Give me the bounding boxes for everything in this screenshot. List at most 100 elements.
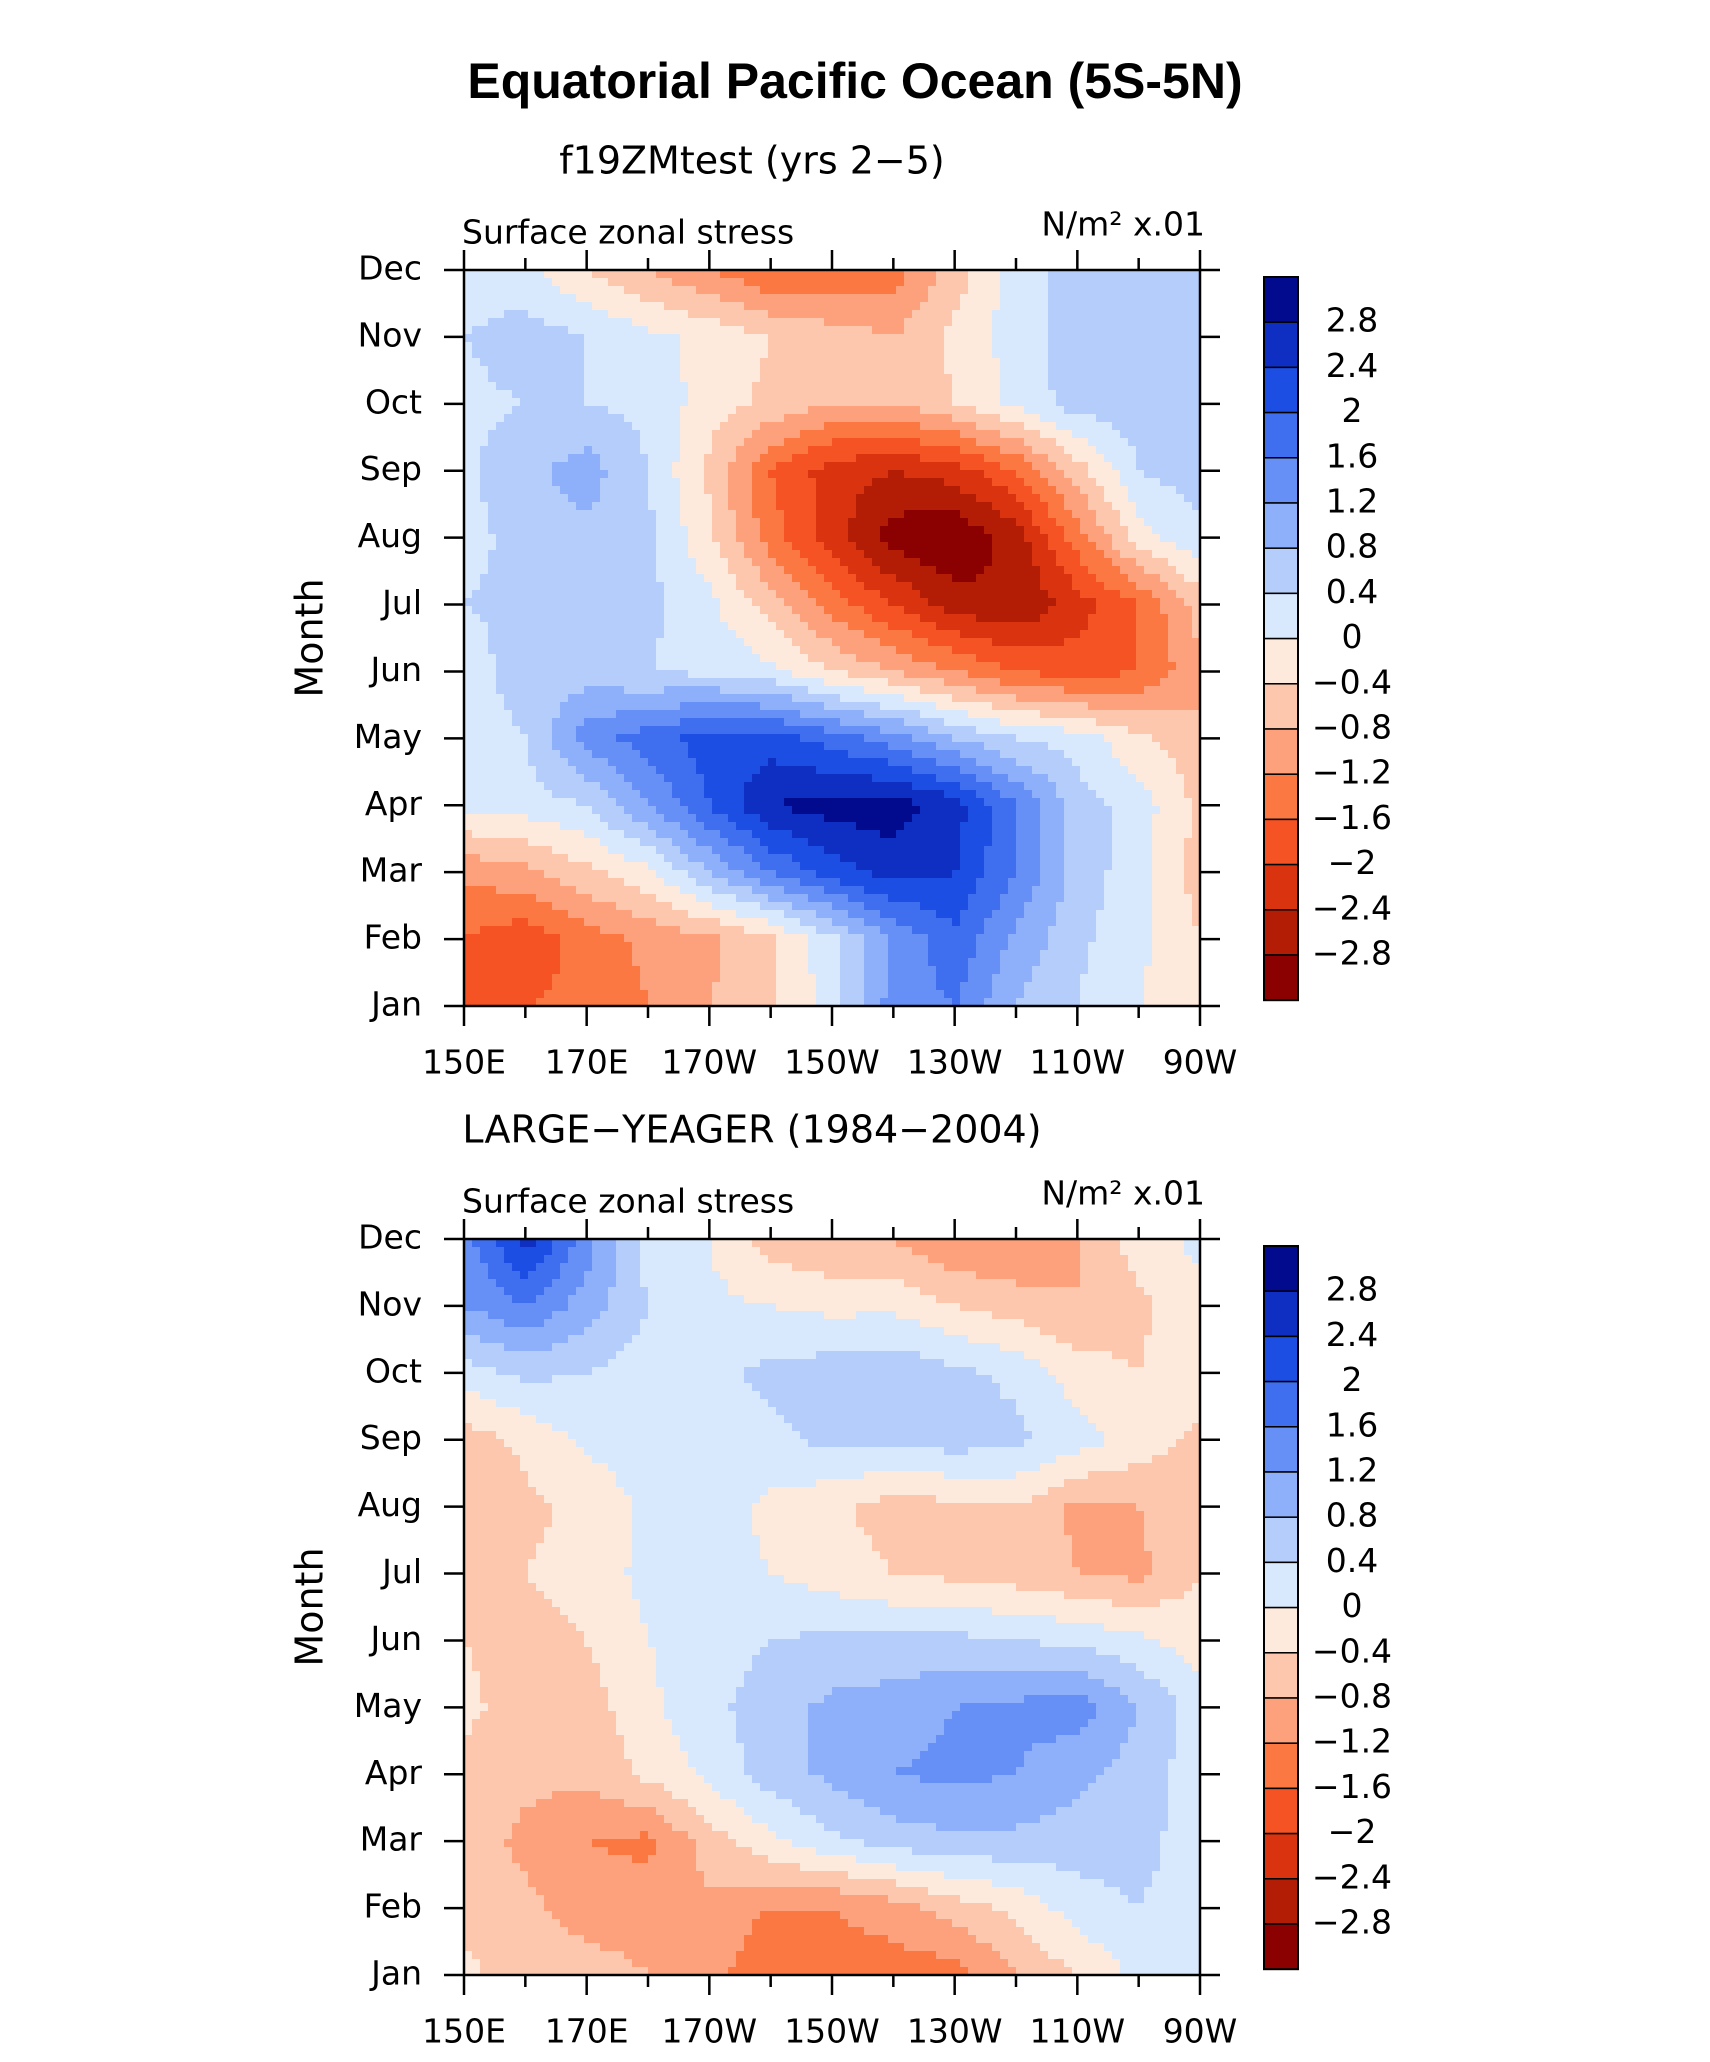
contour-cell [1040,406,1049,415]
contour-cell [616,390,625,399]
contour-cell [1128,390,1137,399]
contour-cell [728,422,737,431]
contour-cell [1128,414,1137,423]
contour-cell [624,350,633,359]
contour-cell [1144,374,1153,383]
contour-cell [472,438,481,447]
contour-cell [1056,302,1065,311]
contour-cell [944,414,953,423]
contour-cell [680,278,689,287]
contour-cell [1112,310,1121,319]
contour-cell [560,366,569,375]
contour-cell [1152,414,1161,423]
contour-cell [1176,302,1185,311]
contour-cell [552,366,561,375]
contour-cell [848,350,857,359]
contour-cell [688,414,697,423]
contour-cell [968,374,977,383]
contour-cell [840,270,849,279]
contour-cell [552,422,561,431]
contour-cell [1112,422,1121,431]
contour-cell [704,318,713,327]
contour-cell [856,382,865,391]
contour-cell [1008,390,1017,399]
contour-cell [592,430,601,439]
contour-cell [640,438,649,447]
contour-cell [712,430,721,439]
contour-cell [904,302,913,311]
contour-cell [536,302,545,311]
contour-cell [1008,446,1017,455]
contour-cell [752,270,761,279]
contour-cell [528,334,537,343]
contour-cell [536,446,545,455]
contour-cell [648,310,657,319]
contour-cell [1000,334,1009,343]
contour-cell [624,342,633,351]
contour-cell [1104,358,1113,367]
contour-cell [792,350,801,359]
contour-cell [464,350,473,359]
contour-cell [552,374,561,383]
contour-cell [1136,358,1145,367]
contour-cell [1128,326,1137,335]
contour-cell [1016,318,1025,327]
contour-cell [1088,438,1097,447]
contour-cell [624,382,633,391]
contour-cell [512,334,521,343]
contour-cell [712,414,721,423]
contour-cell [624,398,633,407]
contour-cell [592,438,601,447]
contour-cell [496,302,505,311]
contour-cell [832,382,841,391]
contour-cell [560,294,569,303]
contour-cell [1176,270,1185,279]
contour-cell [824,374,833,383]
contour-cell [712,398,721,407]
contour-cell [1176,318,1185,327]
contour-cell [768,414,777,423]
contour-cell [488,270,497,279]
contour-cell [712,294,721,303]
contour-cell [1016,342,1025,351]
contour-cell [1040,342,1049,351]
contour-cell [752,342,761,351]
contour-cell [624,302,633,311]
contour-cell [816,414,825,423]
contour-cell [1016,286,1025,295]
contour-cell [688,286,697,295]
contour-cell [800,310,809,319]
contour-cell [1096,382,1105,391]
contour-cell [488,406,497,415]
contour-cell [1096,278,1105,287]
contour-cell [760,422,769,431]
contour-cell [1104,294,1113,303]
contour-cell [760,414,769,423]
contour-cell [688,318,697,327]
contour-cell [848,278,857,287]
contour-cell [808,334,817,343]
contour-cell [512,374,521,383]
contour-cell [592,446,601,455]
contour-cell [840,438,849,447]
contour-cell [1024,398,1033,407]
contour-cell [488,278,497,287]
contour-cell [1104,366,1113,375]
contour-cell [576,270,585,279]
contour-cell [752,422,761,431]
contour-cell [720,342,729,351]
contour-cell [848,430,857,439]
contour-cell [968,302,977,311]
contour-cell [1184,366,1193,375]
contour-cell [488,294,497,303]
contour-cell [720,430,729,439]
contour-cell [872,310,881,319]
contour-cell [616,374,625,383]
contour-cell [696,358,705,367]
contour-cell [752,318,761,327]
contour-cell [864,358,873,367]
contour-cell [920,294,929,303]
contour-cell [952,414,961,423]
contour-cell [800,358,809,367]
contour-cell [904,286,913,295]
